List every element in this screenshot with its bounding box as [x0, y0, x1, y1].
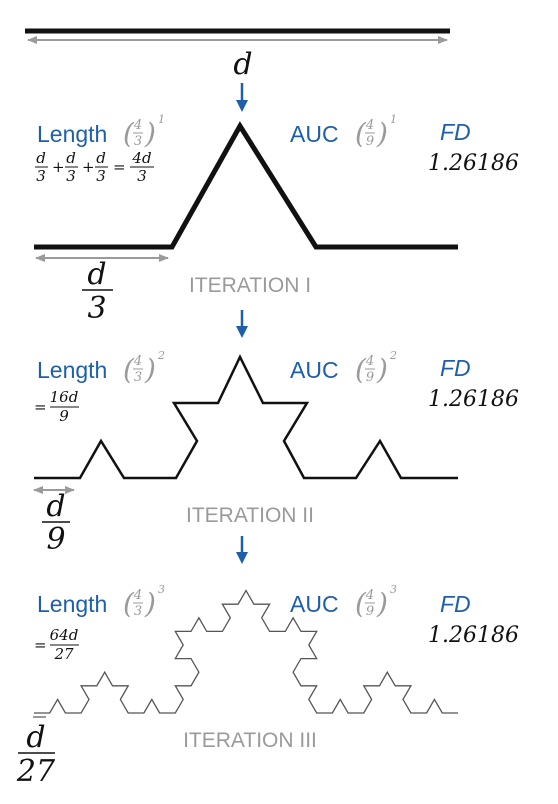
iter1-sum-result-den: 3: [137, 167, 147, 185]
iter3-auc-exp: 3: [390, 583, 397, 596]
iter1-fd-label: FD: [440, 119, 471, 145]
iter1-segment-num: d: [87, 257, 106, 292]
iter1-length-sum: d 3 + d 3 + d 3 = 4d 3: [35, 149, 154, 185]
iter2-length-exp: 2: [157, 349, 165, 362]
iter2-segment-num: d: [46, 489, 65, 524]
iter3-fd-value: 1.26186: [428, 623, 519, 648]
iter1-auc-paren-open: (: [355, 117, 367, 150]
iter2-fd-value: 1.26186: [428, 387, 519, 412]
iter1-segment-label: d 3: [82, 257, 113, 326]
iter1-caption: ITERATION I: [189, 274, 311, 297]
iter2-fd-label: FD: [440, 355, 471, 381]
iter3-length-paren-open: (: [123, 587, 135, 620]
iter2-auc-exp: 2: [389, 349, 397, 362]
iter3-length-paren-close: ): [144, 587, 156, 620]
iter1-auc-label: AUC: [290, 121, 339, 147]
iter1-sum-plus-2: +: [82, 158, 95, 176]
iter3-auc-paren-close: ): [376, 587, 388, 620]
iter2-length-label: Length: [37, 357, 107, 383]
iter2-length-ratio: ( 4 3 ) 2: [123, 349, 165, 386]
iter1-sum-t3-num: d: [96, 149, 106, 167]
iter2-formula-equals: =: [34, 398, 47, 416]
iter1-length-exp: 1: [158, 113, 165, 126]
iter1-sum-equals: =: [113, 158, 126, 176]
iter3-length-exp: 3: [158, 583, 165, 596]
iter1-auc-paren-close: ): [376, 117, 388, 150]
iter3-segment-num: d: [26, 720, 45, 755]
iter2-koch-curve: [34, 354, 458, 480]
iter1-length-ratio-den: 3: [134, 134, 142, 149]
iter1-auc-ratio: ( 4 9 ) 1: [355, 113, 397, 150]
iter1-length-ratio: ( 4 3 ) 1: [123, 113, 165, 150]
iter1-auc-ratio-den: 9: [366, 134, 374, 149]
down-arrow-2-head: [236, 326, 248, 338]
iter3-formula-equals: =: [34, 636, 47, 654]
iter1-length-paren-close: ): [144, 117, 156, 150]
iter3-segment-den: 27: [16, 754, 56, 789]
iter2-formula-num: 16d: [50, 388, 79, 406]
iter3-auc-label: AUC: [290, 591, 339, 617]
iter1-fd-value: 1.26186: [428, 151, 519, 176]
iter1-length-ratio-num: 4: [133, 118, 142, 133]
iter3-length-ratio-num: 4: [133, 588, 142, 603]
iter3-auc-paren-open: (: [355, 587, 367, 620]
iter1-sum-t3-den: 3: [96, 167, 106, 185]
iter3-auc-ratio: ( 4 9 ) 3: [355, 583, 397, 620]
iter2-length-paren-close: ): [144, 353, 156, 386]
iter3-caption: ITERATION III: [183, 729, 317, 752]
iter1-auc-exp: 1: [390, 113, 397, 126]
iter2-auc-ratio-den: 9: [366, 370, 374, 385]
iter2-length-formula: = 16d 9: [34, 388, 79, 425]
iter2-formula-den: 9: [59, 407, 69, 425]
iter3-auc-ratio-num: 4: [365, 588, 374, 603]
iter1-auc-ratio-num: 4: [365, 118, 374, 133]
iter2-caption: ITERATION II: [186, 504, 314, 527]
iter1-sum-t2-num: d: [66, 149, 76, 167]
iter2-segment-label: d 9: [42, 489, 70, 557]
iter2-length-ratio-num: 4: [133, 354, 142, 369]
iter1-sum-plus-1: +: [52, 158, 65, 176]
iter3-length-ratio-den: 3: [134, 604, 142, 619]
iter2-length-paren-open: (: [123, 353, 135, 386]
iter2-auc-ratio: ( 4 9 ) 2: [355, 349, 397, 386]
down-arrow-3-head: [236, 552, 248, 564]
iter2-auc-ratio-num: 4: [365, 354, 374, 369]
initiator-d-label: d: [233, 47, 252, 82]
iter1-length-paren-open: (: [123, 117, 135, 150]
down-arrow-1-head: [236, 100, 248, 112]
iter1-sum-result-num: 4d: [131, 149, 151, 167]
iter1-sum-t2-den: 3: [66, 167, 76, 185]
iter3-formula-num: 64d: [50, 626, 79, 644]
iter1-segment-den: 3: [87, 291, 106, 326]
iter2-segment-den: 9: [46, 522, 65, 557]
iter3-auc-ratio-den: 9: [366, 604, 374, 619]
iter1-length-label: Length: [37, 121, 107, 147]
iter2-auc-label: AUC: [290, 357, 339, 383]
iter3-formula-den: 27: [53, 645, 74, 663]
iter2-length-ratio-den: 3: [134, 370, 142, 385]
iter3-length-label: Length: [37, 591, 107, 617]
iter3-length-ratio: ( 4 3 ) 3: [123, 583, 165, 620]
iter2-auc-paren-close: ): [376, 353, 388, 386]
iter1-sum-t1-num: d: [36, 149, 46, 167]
iter3-koch-curve: [34, 589, 458, 714]
iter3-fd-label: FD: [440, 591, 471, 617]
iter2-auc-paren-open: (: [355, 353, 367, 386]
iter3-length-formula: = 64d 27: [34, 626, 79, 663]
iter1-sum-t1-den: 3: [36, 167, 46, 185]
iter1-koch-curve: [34, 121, 458, 250]
iter3-segment-label: d 27: [16, 720, 56, 789]
